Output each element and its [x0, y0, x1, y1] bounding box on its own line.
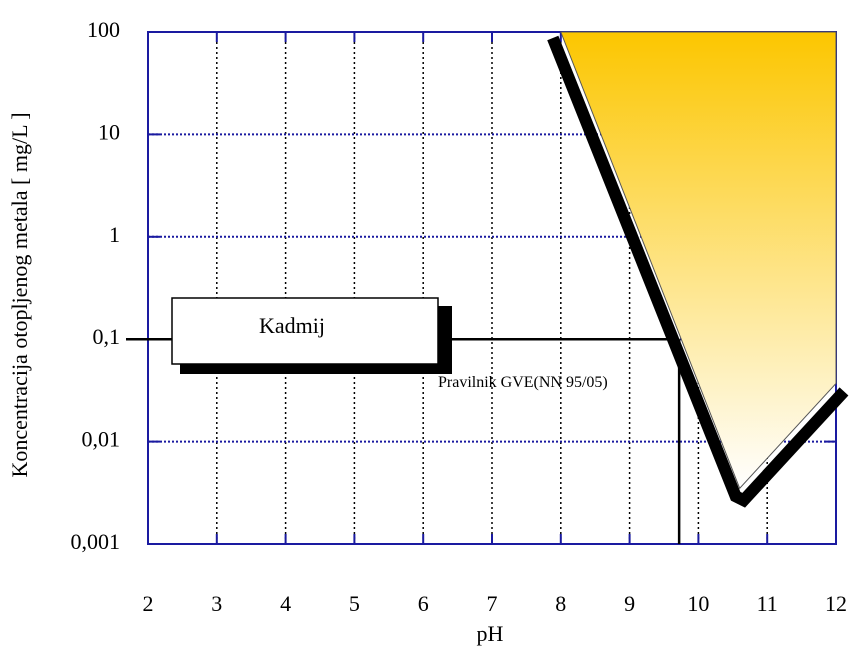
y-tick-label: 100 — [87, 17, 120, 42]
y-tick-label: 10 — [98, 119, 120, 144]
x-tick-label: 7 — [487, 591, 498, 616]
label-box — [171, 297, 439, 365]
y-axis-label: Koncentracija otopljenog metala [ mg/L ] — [7, 112, 32, 477]
x-tick-label: 4 — [280, 591, 291, 616]
x-tick-label: 8 — [555, 591, 566, 616]
x-tick-label: 5 — [349, 591, 360, 616]
series-label: Kadmij — [259, 313, 325, 338]
limit-label: Pravilnik GVE(NN 95/05) — [438, 374, 608, 391]
x-tick-label: 12 — [825, 591, 847, 616]
x-tick-label: 9 — [624, 591, 635, 616]
x-tick-label: 10 — [687, 591, 709, 616]
x-tick-label: 2 — [143, 591, 154, 616]
region-shadow — [547, 35, 849, 508]
y-tick-label: 0,01 — [82, 427, 121, 452]
y-tick-label: 0,1 — [93, 324, 121, 349]
y-tick-label: 1 — [109, 222, 120, 247]
x-tick-label: 6 — [418, 591, 429, 616]
y-tick-label: 0,001 — [71, 529, 121, 554]
region — [560, 31, 837, 490]
x-tick-label: 11 — [757, 591, 778, 616]
x-axis-label: pH — [477, 621, 504, 646]
x-tick-label: 3 — [211, 591, 222, 616]
